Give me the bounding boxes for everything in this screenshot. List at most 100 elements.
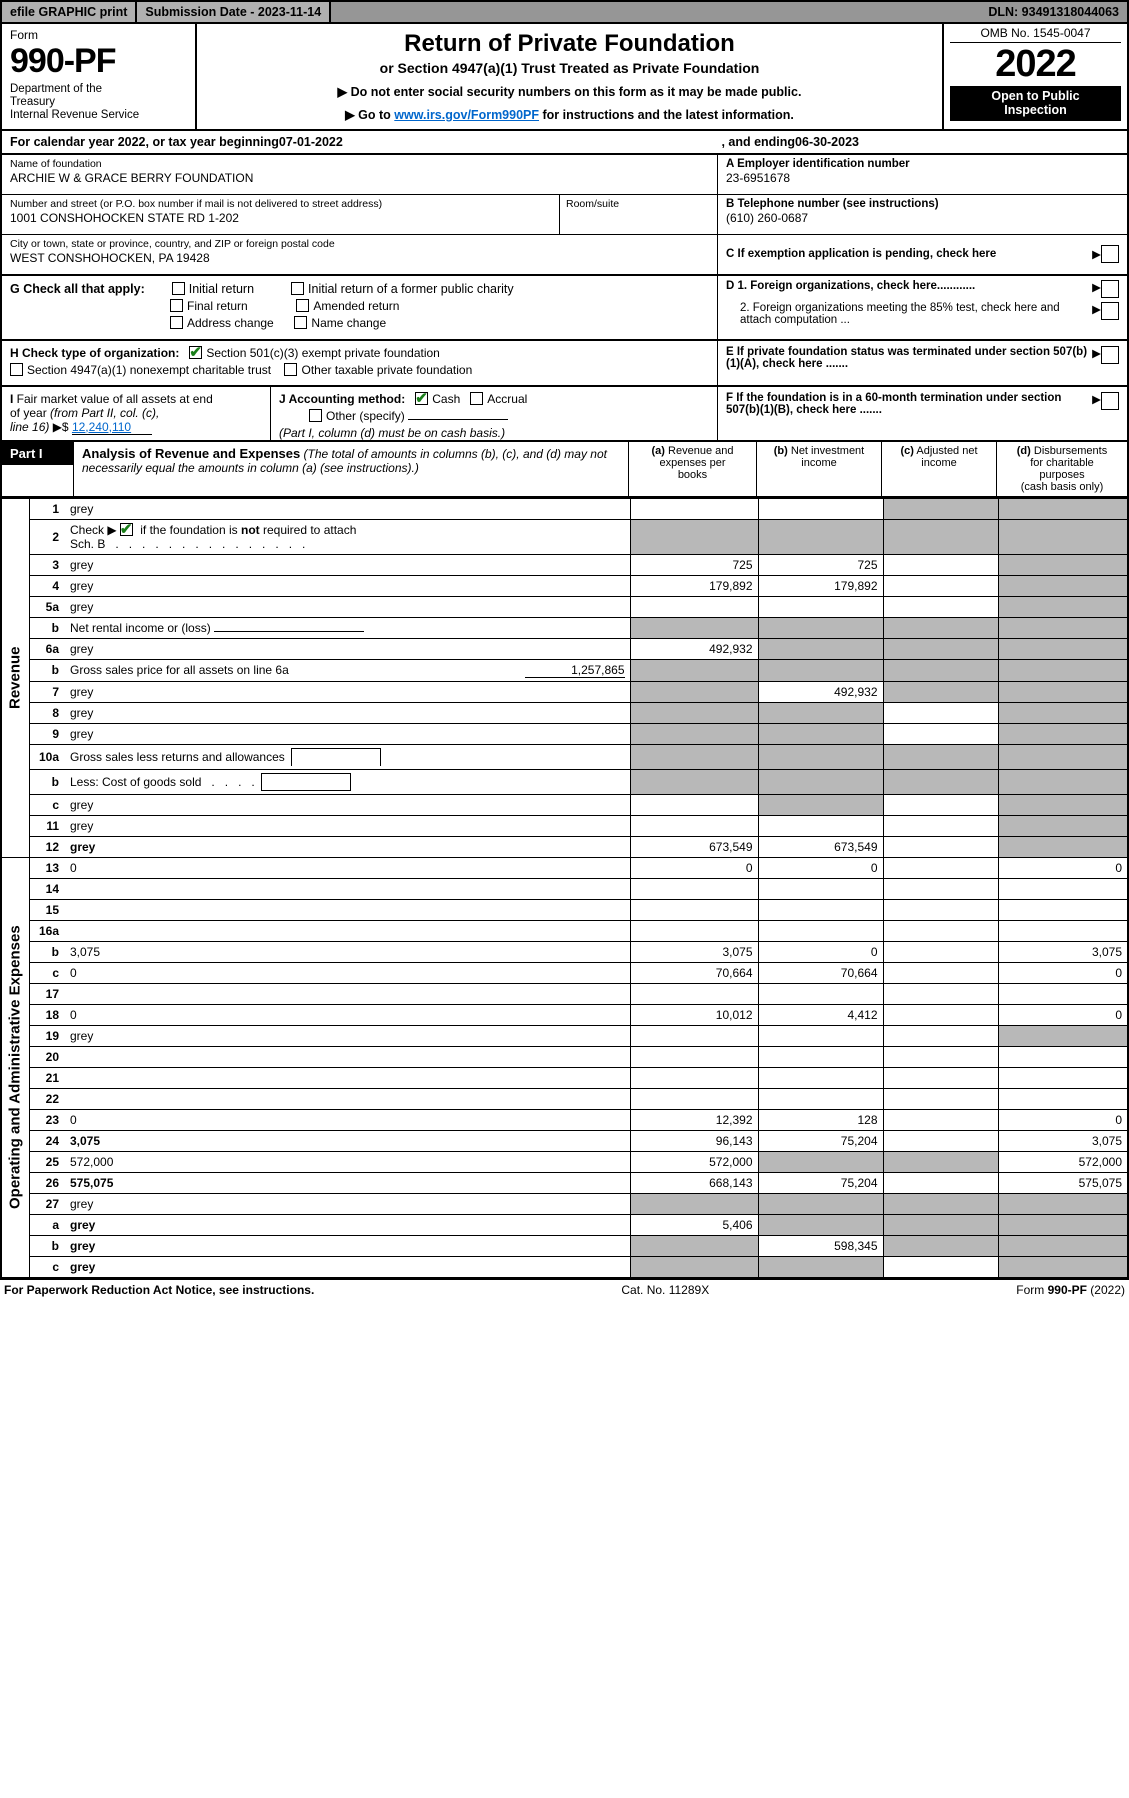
g-checks: G Check all that apply: Initial return I… [2,276,717,339]
street-address: 1001 CONSHOHOCKEN STATE RD 1-202 [10,211,559,225]
table-row: 7grey492,932 [1,681,1128,702]
f-checkbox[interactable] [1101,392,1119,410]
line-number: a [29,1214,65,1235]
line-description: grey [65,1214,630,1235]
line-number: b [29,1235,65,1256]
g-name-cb[interactable] [294,316,307,329]
line-number: 17 [29,983,65,1004]
i-label: I [10,392,13,406]
table-row: 21 [1,1067,1128,1088]
d1-label: D 1. Foreign organizations, check here..… [726,280,1092,298]
schb-checkbox[interactable] [120,523,133,536]
table-row: 12grey673,549673,549 [1,836,1128,857]
instr-2: ▶ Go to www.irs.gov/Form990PF for instru… [207,107,932,122]
form-link[interactable]: www.irs.gov/Form990PF [394,108,539,122]
g-initial-return-cb[interactable] [172,282,185,295]
h-4947-cb[interactable] [10,363,23,376]
j-other: Other (specify) [326,409,405,423]
name-label: Name of foundation [10,158,709,170]
g-initial-former-cb[interactable] [291,282,304,295]
line-description: grey [65,575,630,596]
d2-checkbox[interactable] [1101,302,1119,320]
line-number: 20 [29,1046,65,1067]
line-number: b [29,659,65,681]
line-description: 0 [65,1004,630,1025]
arrow-icon: ▶ [1092,247,1101,261]
line-description: Gross sales less returns and allowances [65,744,630,769]
header-right: OMB No. 1545-0047 2022 Open to PublicIns… [942,24,1127,129]
line-description [65,878,630,899]
line-description: 0 [65,857,630,878]
line-description [65,1067,630,1088]
line-description: grey [65,638,630,659]
line-description: 0 [65,1109,630,1130]
line-number: 4 [29,575,65,596]
line-description: grey [65,681,630,702]
table-row: 8grey [1,702,1128,723]
phone-label: B Telephone number (see instructions) [726,198,1119,210]
table-row: Revenue1grey [1,498,1128,519]
dln: DLN: 93491318044063 [980,2,1127,22]
e-checkbox[interactable] [1101,346,1119,364]
line-description: 0 [65,962,630,983]
cal-begin: 07-01-2022 [279,135,343,149]
form-title: Return of Private Foundation [207,30,932,58]
f-label: F If the foundation is in a 60-month ter… [726,392,1092,435]
g-opt-4: Address change [187,316,274,330]
table-row: 3grey725725 [1,554,1128,575]
table-row: c070,66470,6640 [1,962,1128,983]
line-description [65,1088,630,1109]
i-value[interactable]: 12,240,110 [72,420,152,435]
line-description: 3,075 [65,941,630,962]
table-row: b3,0753,07503,075 [1,941,1128,962]
line-number: 18 [29,1004,65,1025]
c-checkbox[interactable] [1101,245,1119,263]
g-opt-0: Initial return [189,282,254,296]
line-number: 19 [29,1025,65,1046]
efile-label: efile GRAPHIC print [2,2,137,22]
h-501c3-cb[interactable] [189,346,202,359]
table-row: cgrey [1,794,1128,815]
g-address-cb[interactable] [170,316,183,329]
form-word: Form [10,28,187,42]
g-final-cb[interactable] [170,299,183,312]
j-accrual-cb[interactable] [470,392,483,405]
table-row: 11grey [1,815,1128,836]
part1-header: Part I Analysis of Revenue and Expenses … [0,442,1129,498]
line-description: Gross sales price for all assets on line… [65,659,630,681]
table-row: 16a [1,920,1128,941]
table-row: 5agrey [1,596,1128,617]
line-number: 14 [29,878,65,899]
col-a-head: (a) Revenue andexpenses perbooks [629,442,757,496]
j-cash-cb[interactable] [415,392,428,405]
g-amended-cb[interactable] [296,299,309,312]
line-number: 9 [29,723,65,744]
instr-2-pre: ▶ Go to [345,108,394,122]
h-other-cb[interactable] [284,363,297,376]
omb-number: OMB No. 1545-0047 [950,26,1121,43]
line-description: 572,000 [65,1151,630,1172]
table-row: agrey5,406 [1,1214,1128,1235]
form-header: Form 990-PF Department of theTreasuryInt… [0,24,1129,131]
line-number: c [29,794,65,815]
part1-label: Part I [2,442,73,465]
header-left: Form 990-PF Department of theTreasuryInt… [2,24,197,129]
h-section: H Check type of organization: Section 50… [2,341,717,385]
line-description: grey [65,1235,630,1256]
revenue-section-label: Revenue [1,498,29,857]
line-number: 24 [29,1130,65,1151]
line-number: b [29,941,65,962]
line-number: 1 [29,498,65,519]
ij-section: I Fair market value of all assets at end… [2,387,717,440]
foundation-name-cell: Name of foundation ARCHIE W & GRACE BERR… [2,155,717,195]
table-row: 26575,075668,14375,204575,075 [1,1172,1128,1193]
line-description: grey [65,554,630,575]
h-opt3: Other taxable private foundation [301,363,472,377]
line-number: 2 [29,519,65,554]
footer-cat: Cat. No. 11289X [314,1283,1016,1297]
col-c-head: (c) Adjusted netincome [882,442,997,496]
d1-checkbox[interactable] [1101,280,1119,298]
table-row: 6agrey492,932 [1,638,1128,659]
j-other-cb[interactable] [309,409,322,422]
line-description: 3,075 [65,1130,630,1151]
